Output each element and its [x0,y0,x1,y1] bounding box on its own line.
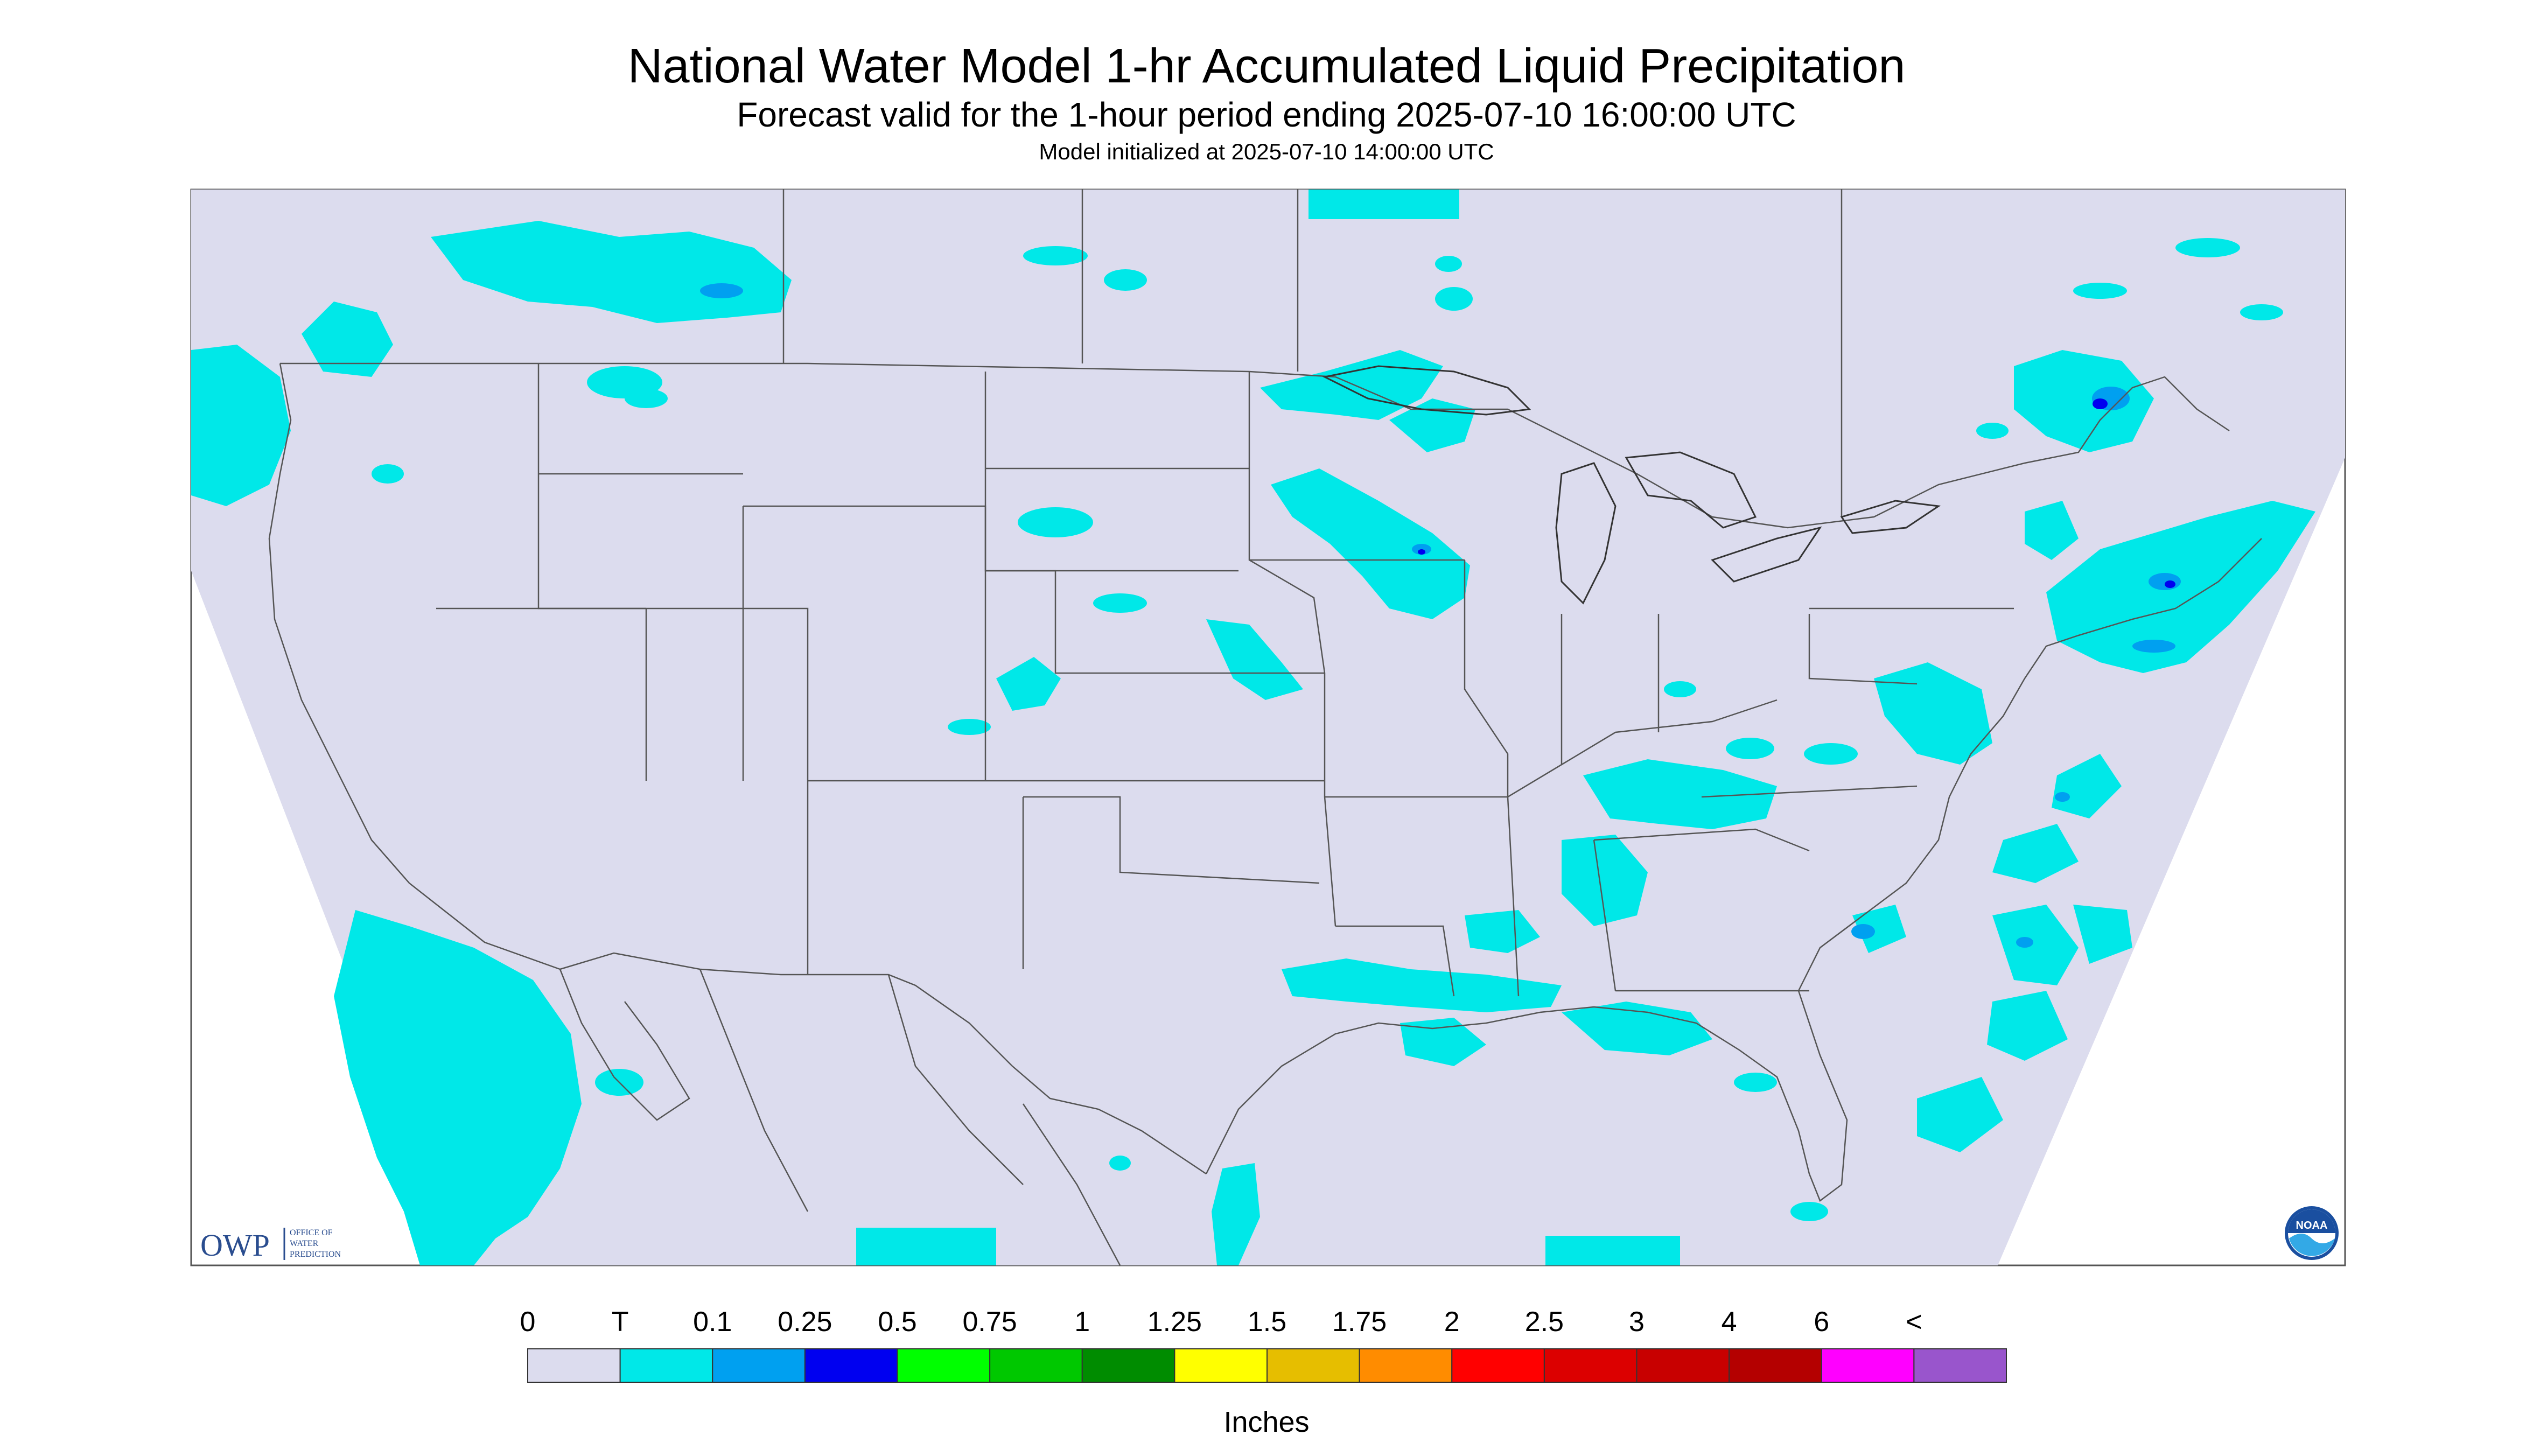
legend-colorbar [527,1348,2007,1383]
legend-tick: 0.5 [878,1306,917,1338]
legend-tick: 3 [1629,1306,1645,1338]
political-boundaries [268,190,2262,1265]
precip-moderate-spots [1418,398,2175,588]
owp-logo-abbr: OWP [200,1228,270,1263]
legend-tick: 0.25 [778,1306,832,1338]
legend-swatch [619,1348,713,1383]
legend-swatch [1081,1348,1175,1383]
legend-swatch [1359,1348,1453,1383]
legend-swatch [527,1348,621,1383]
model-domain [191,190,2345,1265]
forecast-valid-subtitle: Forecast valid for the 1-hour period end… [737,95,1796,134]
model-init-caption: Model initialized at 2025-07-10 14:00:00… [1039,139,1494,164]
legend-tick: < [1906,1306,1922,1338]
legend-units-label: Inches [1223,1406,1310,1438]
legend-swatch [989,1348,1083,1383]
owp-logo: OWP OFFICE OF WATER PREDICTION [200,1228,341,1263]
legend-swatch [897,1348,991,1383]
legend-tick: 6 [1814,1306,1830,1338]
legend-tick: 1.75 [1332,1306,1387,1338]
legend-tick: 2.5 [1524,1306,1564,1338]
owp-logo-line-3: PREDICTION [290,1250,341,1259]
legend-tick: 1 [1074,1306,1090,1338]
noaa-logo: NOAA [2285,1206,2339,1260]
legend-tick: 0 [520,1306,536,1338]
legend-swatch [1636,1348,1730,1383]
great-lakes [1322,365,1941,605]
legend-swatch [1266,1348,1360,1383]
legend-tick: 4 [1721,1306,1737,1338]
legend-swatch [804,1348,898,1383]
legend-swatch [1913,1348,2007,1383]
legend-swatch [1451,1348,1545,1383]
legend-tick: 0.1 [693,1306,732,1338]
owp-logo-line-1: OFFICE OF [290,1228,333,1237]
legend-swatch [1174,1348,1268,1383]
legend-tick: 1.5 [1247,1306,1287,1338]
legend-tick: T [611,1306,629,1338]
legend-tick: 0.75 [962,1306,1017,1338]
owp-logo-line-2: WATER [290,1239,319,1248]
legend-swatch [1729,1348,1822,1383]
map-title: National Water Model 1-hr Accumulated Li… [627,39,1906,93]
legend-tick: 2 [1444,1306,1460,1338]
legend-swatch [712,1348,806,1383]
legend-tick: 1.25 [1147,1306,1202,1338]
legend-swatch [1543,1348,1638,1383]
noaa-logo-text: NOAA [2296,1220,2328,1231]
legend-swatch [1821,1348,1915,1383]
